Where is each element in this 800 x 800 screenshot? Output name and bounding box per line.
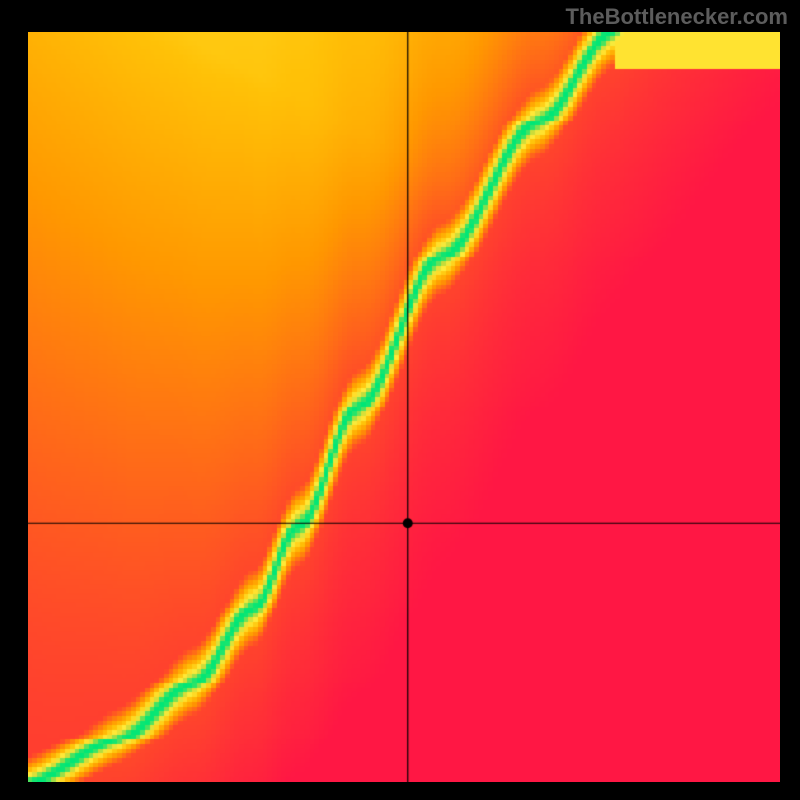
bottleneck-heatmap xyxy=(28,32,780,782)
chart-stage: TheBottlenecker.com xyxy=(0,0,800,800)
source-watermark: TheBottlenecker.com xyxy=(565,4,788,30)
